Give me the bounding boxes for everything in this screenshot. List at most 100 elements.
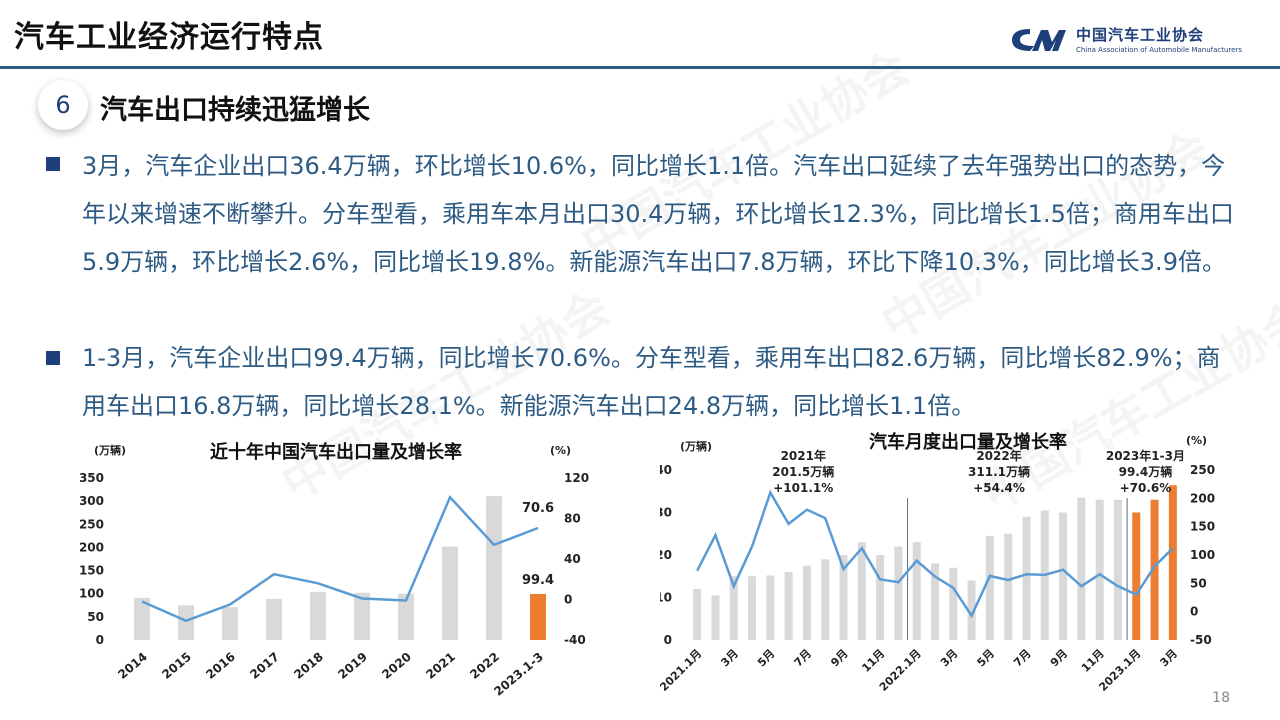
x-tick-label: 2020: [379, 650, 414, 682]
left-tick-label: 150: [80, 564, 104, 578]
left-tick-label: 0: [96, 633, 104, 647]
bar: [748, 576, 757, 640]
right-tick-label: -50: [1190, 633, 1212, 647]
right-tick-label: 40: [564, 552, 581, 566]
bar: [442, 546, 458, 640]
bar: [857, 542, 866, 640]
bar: [1132, 512, 1141, 640]
left-tick-label: 50: [87, 610, 104, 624]
bar: [1004, 533, 1013, 640]
right-axis-unit: (%): [550, 444, 571, 457]
bar: [876, 555, 885, 640]
right-tick-label: 200: [1190, 491, 1215, 505]
right-tick-label: 120: [564, 471, 589, 485]
bar: [894, 546, 903, 640]
left-tick-label: 10: [660, 591, 672, 605]
left-tick-label: 350: [80, 471, 104, 485]
bar: [1022, 516, 1031, 640]
left-axis-unit: (万辆): [94, 443, 126, 457]
x-tick-label: 3月: [1158, 647, 1180, 669]
monthly-export-chart: 汽车月度出口量及增长率 (万辆) (%) 0 10 20 30 40 -50 0 50 100 150 2…: [660, 431, 1215, 694]
x-tick-label: 2014: [115, 650, 150, 682]
growth-rate-line: [696, 489, 1174, 619]
year-annotation: 2021年: [781, 448, 826, 463]
year-annotation: +54.4%: [973, 481, 1025, 495]
right-tick-label: 150: [1190, 520, 1215, 534]
x-tick-label: 9月: [1048, 647, 1070, 669]
bar: [766, 575, 775, 640]
x-tick-label: 9月: [828, 647, 850, 669]
page-title: 汽车工业经济运行特点: [14, 20, 324, 55]
bar: [310, 591, 326, 640]
bar: [1095, 499, 1104, 640]
data-label-volume: 99.4: [522, 573, 554, 588]
bar: [486, 496, 502, 640]
right-axis-unit: (%): [1186, 434, 1207, 447]
bar: [1168, 485, 1177, 640]
bar: [1113, 499, 1122, 640]
x-tick-label: 2016: [203, 650, 238, 682]
x-tick-label: 11月: [859, 647, 887, 675]
x-tick-label: 11月: [1079, 647, 1107, 675]
bar: [802, 565, 811, 640]
x-tick-label: 2017: [247, 650, 282, 682]
left-tick-label: 200: [80, 540, 104, 554]
bar: [1150, 499, 1159, 640]
bar: [530, 593, 546, 640]
bar: [134, 597, 150, 640]
x-tick-label: 2021.1月: [660, 647, 704, 694]
page-number: 18: [1212, 690, 1230, 706]
x-tick-label: 5月: [975, 647, 997, 669]
left-tick-label: 40: [660, 463, 672, 477]
bullet-icon: [46, 157, 60, 171]
x-tick-label: 3月: [718, 647, 740, 669]
section-number-badge: 6: [38, 80, 88, 130]
year-annotation: +70.6%: [1120, 481, 1172, 495]
x-tick-label: 5月: [755, 647, 777, 669]
bar: [967, 580, 976, 640]
growth-rate-line: [141, 494, 539, 623]
annual-export-chart: 近十年中国汽车出口量及增长率 (万辆) (%) 0 50 100 150 200 250 300 3…: [80, 441, 589, 699]
left-tick-label: 30: [660, 506, 672, 520]
year-annotation: 2023年1-3月: [1106, 448, 1185, 463]
bar: [931, 563, 939, 640]
cam-logo-icon: [1011, 29, 1066, 51]
year-annotation: 201.5万辆: [772, 464, 834, 479]
x-tick-label: 2018: [291, 650, 326, 682]
left-tick-label: 250: [80, 517, 104, 531]
bar: [1059, 512, 1068, 640]
logo-name-cn: 中国汽车工业协会: [1075, 26, 1204, 44]
chart-title: 近十年中国汽车出口量及增长率: [210, 441, 462, 463]
x-tick-label: 2015: [159, 650, 194, 682]
left-axis-unit: (万辆): [680, 439, 712, 453]
x-tick-label: 2019: [335, 650, 370, 682]
data-label-rate: 70.6: [522, 501, 554, 516]
right-tick-label: 250: [1190, 463, 1215, 477]
bar: [178, 605, 194, 640]
bar: [985, 535, 994, 640]
x-tick-label: 3月: [938, 647, 960, 669]
x-tick-label: 7月: [1011, 647, 1033, 669]
year-annotation: 2022年: [976, 448, 1021, 463]
bullet-icon: [46, 351, 60, 365]
header-rule: [0, 66, 1280, 69]
bar: [784, 572, 793, 640]
left-tick-label: 100: [80, 587, 104, 601]
right-tick-label: 0: [564, 593, 572, 607]
right-tick-label: 50: [1190, 576, 1207, 590]
bar: [354, 592, 370, 640]
bar: [839, 555, 848, 640]
x-tick-label: 7月: [792, 647, 814, 669]
section-title: 汽车出口持续迅猛增长: [100, 95, 370, 126]
year-annotation: +101.1%: [773, 481, 833, 495]
bar: [821, 559, 830, 640]
bar: [1077, 497, 1086, 640]
year-annotation: 99.4万辆: [1119, 464, 1173, 479]
chart-title: 汽车月度出口量及增长率: [869, 431, 1067, 453]
year-annotation: 311.1万辆: [968, 464, 1030, 479]
logo: 中国汽车工业协会 China Association of Automobile…: [1008, 24, 1242, 54]
paragraph-monthly: 3月，汽车企业出口36.4万辆，环比增长10.6%，同比增长1.1倍。汽车出口延…: [82, 152, 1234, 276]
bar: [693, 589, 702, 640]
x-tick-label: 2022: [467, 650, 502, 682]
bar: [729, 576, 738, 640]
